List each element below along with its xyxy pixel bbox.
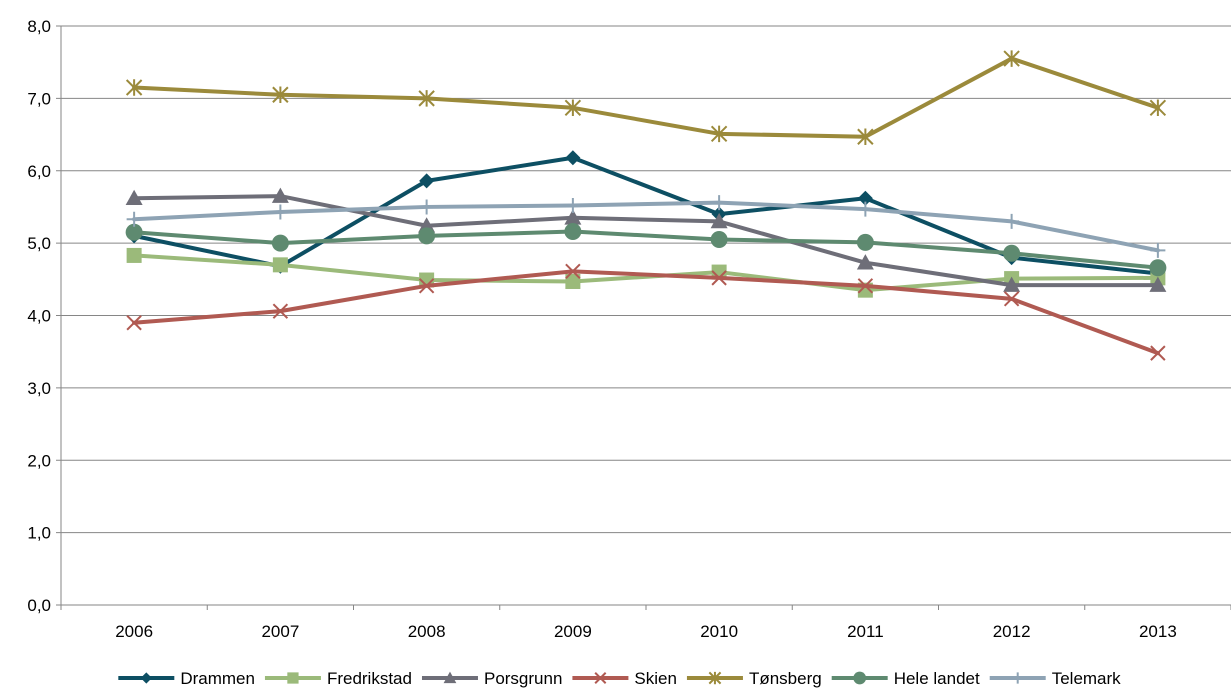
marker-x [857, 278, 874, 294]
marker-triangle [271, 187, 289, 203]
marker-plus [419, 199, 435, 215]
x-tick-label: 2006 [115, 622, 153, 641]
marker-plus [1004, 213, 1020, 229]
marker-star [1149, 99, 1167, 117]
legend-item: Hele landet [831, 669, 980, 688]
legend-item: Porsgrunn [421, 669, 562, 688]
marker-x [272, 303, 289, 319]
y-tick-label: 1,0 [27, 524, 51, 543]
y-tick-label: 7,0 [27, 89, 51, 108]
marker-circle [418, 227, 436, 245]
marker-triangle [1003, 276, 1021, 292]
marker-x [594, 672, 607, 684]
marker-triangle [564, 209, 582, 225]
series-telemark [126, 195, 1166, 258]
marker-plus [1150, 242, 1166, 258]
marker-circle [564, 223, 582, 241]
y-tick-label: 4,0 [27, 307, 51, 326]
marker-star [1003, 50, 1020, 67]
marker-circle [271, 234, 289, 252]
y-tick-label: 6,0 [27, 162, 51, 181]
marker-plus [272, 204, 288, 220]
marker-diamond [857, 190, 873, 206]
legend-label: Tønsberg [749, 669, 822, 688]
marker-star [708, 671, 722, 685]
marker-x [1150, 345, 1166, 361]
legend: Drammen Fredrikstad Porsgrunn Skien Tønsberg… [118, 669, 1121, 688]
marker-square [126, 247, 142, 263]
y-tick-label: 3,0 [27, 379, 51, 398]
marker-triangle [710, 212, 728, 229]
marker-triangle [1149, 276, 1167, 292]
x-tick-labels: 2006 2007 2008 2009 2010 2011 2012 2013 [115, 622, 1177, 641]
y-tick-labels: 0,0 1,0 2,0 3,0 4,0 5,0 6,0 7,0 8,0 [27, 17, 51, 615]
legend-label: Porsgrunn [484, 669, 562, 688]
marker-star [857, 128, 874, 145]
series-line [132, 269, 1160, 356]
marker-plus [565, 197, 581, 213]
marker-triangle [125, 189, 143, 206]
marker-diamond [419, 173, 435, 189]
marker-square [287, 672, 299, 684]
marker-star [125, 79, 143, 96]
marker-square [565, 273, 581, 289]
y-tick-label: 2,0 [27, 451, 51, 470]
marker-square [272, 257, 288, 273]
marker-circle [1149, 259, 1167, 277]
legend-label: Fredrikstad [327, 669, 412, 688]
marker-star [418, 90, 435, 107]
series-line [132, 56, 1160, 139]
marker-x [1003, 291, 1020, 307]
series-hele-landet [125, 223, 1167, 277]
legend-label: Skien [634, 669, 677, 688]
marker-circle [1003, 244, 1021, 262]
series-line [132, 200, 1160, 253]
y-tick-label: 8,0 [27, 17, 51, 36]
x-tick-label: 2008 [408, 622, 446, 641]
legend-label: Telemark [1052, 669, 1121, 688]
legend-item: Skien [572, 669, 677, 688]
series-line [132, 155, 1160, 276]
marker-x [126, 315, 142, 331]
marker-star [710, 125, 728, 143]
series-line [132, 229, 1160, 270]
series-group [125, 50, 1167, 361]
series-skien [126, 263, 1166, 361]
marker-star [564, 99, 582, 117]
series-tønsberg [125, 50, 1167, 145]
legend-label: Drammen [180, 669, 255, 688]
legend-item: Telemark [989, 669, 1121, 688]
marker-x [418, 278, 435, 294]
marker-circle [853, 671, 867, 685]
marker-star [272, 86, 289, 104]
marker-plus [711, 195, 727, 211]
legend-item: Drammen [118, 669, 255, 688]
marker-diamond [565, 150, 581, 166]
axes [56, 25, 1231, 610]
marker-circle [710, 231, 728, 249]
legend-item: Fredrikstad [264, 669, 412, 688]
y-tick-label: 0,0 [27, 596, 51, 615]
marker-circle [125, 223, 143, 241]
legend-item: Tønsberg [686, 669, 822, 688]
marker-x [711, 270, 727, 286]
x-tick-label: 2007 [261, 622, 299, 641]
marker-diamond [140, 672, 152, 684]
series-line [132, 194, 1160, 288]
marker-plus [857, 201, 873, 217]
marker-plus [1012, 672, 1024, 684]
x-tick-label: 2012 [993, 622, 1031, 641]
x-tick-label: 2010 [700, 622, 738, 641]
marker-triangle [443, 671, 457, 684]
marker-x [565, 263, 581, 280]
x-tick-label: 2009 [554, 622, 592, 641]
marker-circle [856, 233, 874, 251]
legend-label: Hele landet [894, 669, 980, 688]
y-tick-label: 5,0 [27, 234, 51, 253]
x-tick-label: 2011 [847, 622, 884, 641]
marker-triangle [856, 254, 874, 270]
marker-plus [126, 211, 142, 227]
x-tick-label: 2013 [1139, 622, 1177, 641]
